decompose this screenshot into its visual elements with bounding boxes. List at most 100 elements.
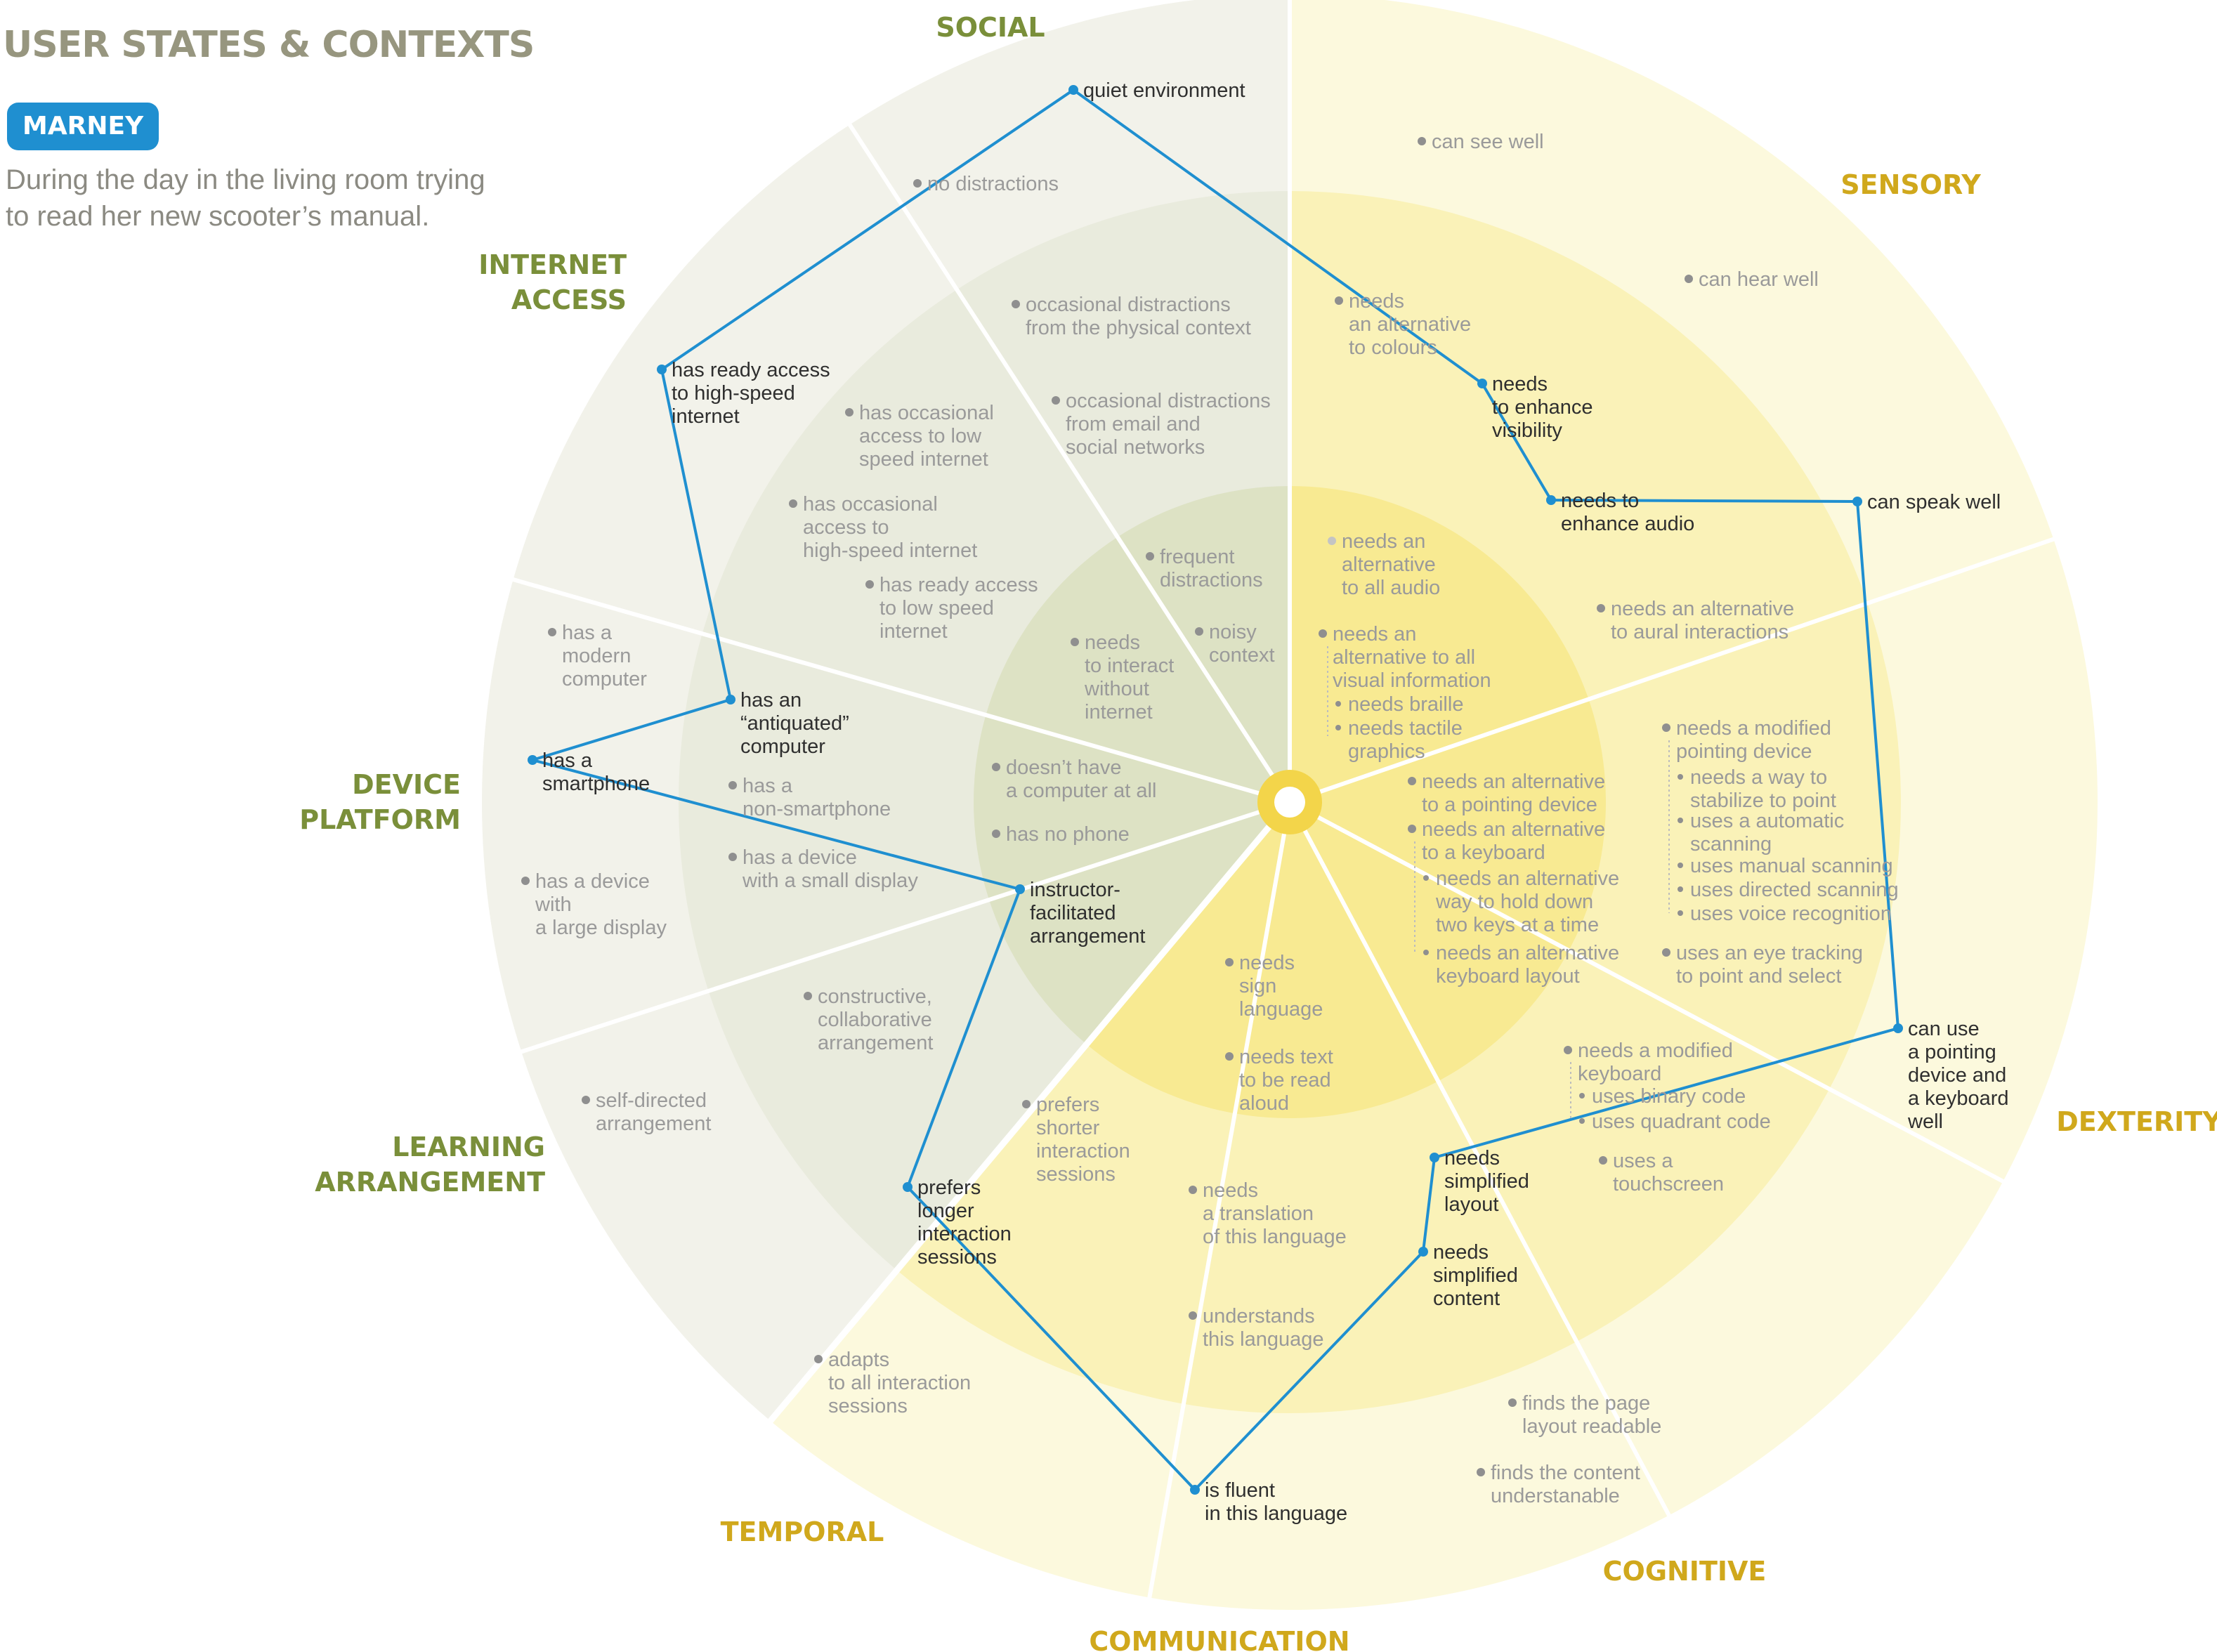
- state-label: needs simplified layout: [1444, 1147, 1529, 1216]
- state-label-line: layout readable: [1522, 1415, 1661, 1438]
- state-label: uses an eye tracking to point and select: [1676, 942, 1863, 988]
- state-label: has no phone: [1006, 823, 1130, 846]
- state-item: adapts to all interaction sessions: [814, 1349, 971, 1417]
- state-item: has a device with a small display: [728, 846, 918, 892]
- category-label-line: COMMUNICATION: [1089, 1626, 1349, 1652]
- state-item-selected: needs to enhance audio: [1546, 490, 1694, 535]
- state-label: has a device with a small display: [742, 846, 918, 892]
- state-item: needs sign language: [1225, 952, 1323, 1021]
- state-dot: [582, 1096, 590, 1104]
- state-label: has occasional access to high-speed intern…: [803, 493, 977, 562]
- state-label-line: device and: [1908, 1064, 2006, 1087]
- state-dot: [1022, 1100, 1031, 1108]
- state-label: needs an alternative to all audio: [1342, 530, 1440, 599]
- state-label: prefers shorter interaction sessions: [1036, 1094, 1130, 1186]
- state-label: needs simplified content: [1433, 1241, 1518, 1310]
- state-item: doesn’t have a computer at all: [992, 756, 1156, 802]
- state-dot: [1225, 1052, 1234, 1061]
- state-label-line: adapts: [828, 1349, 889, 1371]
- state-dot: [1189, 1186, 1197, 1194]
- state-label-line: of this language: [1203, 1226, 1347, 1248]
- state-label-line: arrangement: [596, 1113, 711, 1135]
- state-label-line: a pointing: [1908, 1041, 1996, 1063]
- state-label: needs tactile graphics: [1348, 717, 1463, 763]
- state-labels: quiet environment no distractions occasion…: [521, 79, 2009, 1525]
- state-label-line: sessions: [917, 1246, 997, 1268]
- state-dot: [1678, 910, 1683, 916]
- state-item: has no phone: [992, 823, 1130, 846]
- state-label-line: modern: [562, 645, 631, 667]
- category-label-line: SOCIAL: [936, 12, 1045, 43]
- state-dot: [1319, 629, 1327, 638]
- state-label-line: has an: [740, 689, 802, 712]
- category-label-device: DEVICE PLATFORM: [299, 769, 461, 835]
- state-item: uses quadrant code: [1579, 1110, 1771, 1133]
- state-item: uses a touchscreen: [1599, 1150, 1724, 1195]
- state-label-line: needs to: [1561, 490, 1639, 512]
- state-item: occasional distractions from email and soc…: [1052, 390, 1271, 459]
- state-item: needs an alternative to aural interaction…: [1597, 598, 1794, 643]
- state-label-line: distractions: [1160, 569, 1263, 591]
- category-divider: [846, 120, 1292, 804]
- category-label-line: DEVICE: [352, 769, 461, 800]
- state-item: needs text to be read aloud: [1225, 1046, 1333, 1115]
- state-label: adapts to all interaction sessions: [828, 1349, 971, 1417]
- profile-point: [1893, 1023, 1903, 1033]
- state-dot: [1335, 701, 1341, 707]
- state-label-line: high-speed internet: [803, 539, 977, 562]
- state-label: has a modern computer: [562, 622, 647, 690]
- state-dot: [992, 830, 1000, 838]
- state-label: no distractions: [927, 173, 1059, 195]
- state-label: understands this language: [1203, 1305, 1324, 1351]
- state-label-line: from email and: [1066, 413, 1201, 435]
- state-label-line: with: [535, 893, 572, 916]
- state-label-line: simplified: [1444, 1170, 1529, 1193]
- state-label-line: needs: [1433, 1241, 1489, 1264]
- state-label-line: uses a: [1613, 1150, 1673, 1172]
- state-label: occasional distractions from email and soc…: [1066, 390, 1271, 459]
- state-label-line: a keyboard: [1908, 1087, 2009, 1110]
- category-label-line: TEMPORAL: [721, 1516, 884, 1547]
- persona-badge: MARNEY: [7, 103, 159, 150]
- state-item: prefers shorter interaction sessions: [1022, 1094, 1130, 1186]
- state-item: uses an eye tracking to point and select: [1662, 942, 1863, 988]
- state-dot: [1678, 886, 1683, 892]
- state-item: self-directed arrangement: [582, 1089, 711, 1135]
- state-item-selected: quiet environment: [1068, 79, 1245, 102]
- state-label: can speak well: [1867, 491, 2001, 513]
- state-label-line: needs braille: [1348, 693, 1463, 716]
- category-divider: [766, 800, 1293, 1426]
- state-label-line: to point and select: [1676, 965, 1841, 988]
- state-label: uses a automatic scanning: [1690, 810, 1844, 855]
- state-item: uses binary code: [1579, 1085, 1746, 1108]
- category-label-learning: LEARNING ARRANGEMENT: [315, 1132, 545, 1198]
- state-label-line: longer: [917, 1200, 974, 1222]
- state-label-line: to enhance: [1492, 396, 1593, 419]
- state-item-selected: needs to enhance visibility: [1477, 373, 1593, 442]
- state-item-selected: can speak well: [1852, 491, 2001, 513]
- state-label-line: uses binary code: [1592, 1085, 1746, 1108]
- category-label-line: PLATFORM: [299, 804, 461, 835]
- state-label-line: to aural interactions: [1611, 621, 1788, 643]
- persona-description-line: During the day in the living room trying: [6, 164, 485, 195]
- state-label: has a smartphone: [542, 749, 650, 795]
- state-item: needs tactile graphics: [1335, 717, 1463, 763]
- profile-point: [1190, 1485, 1200, 1495]
- state-label: needs to enhance audio: [1561, 490, 1694, 535]
- state-item: finds the page layout readable: [1508, 1392, 1661, 1438]
- category-divider: [1289, 536, 2058, 804]
- state-dot: [1335, 296, 1343, 305]
- state-label-line: visual information: [1333, 669, 1491, 692]
- category-label-dexterity: DEXTERITY: [2056, 1106, 2217, 1137]
- state-label-line: needs an alternative: [1611, 598, 1794, 620]
- state-label-line: sessions: [1036, 1163, 1116, 1186]
- state-label: quiet environment: [1083, 79, 1245, 102]
- state-dot: [1423, 950, 1429, 955]
- category-label-sensory: SENSORY: [1840, 169, 1981, 200]
- state-item: frequent distractions: [1146, 546, 1263, 591]
- state-label-line: uses quadrant code: [1592, 1110, 1771, 1133]
- state-dot: [728, 853, 737, 861]
- state-label-line: access to: [803, 516, 889, 539]
- state-label-line: keyboard layout: [1436, 965, 1580, 988]
- profile-point: [1015, 884, 1025, 894]
